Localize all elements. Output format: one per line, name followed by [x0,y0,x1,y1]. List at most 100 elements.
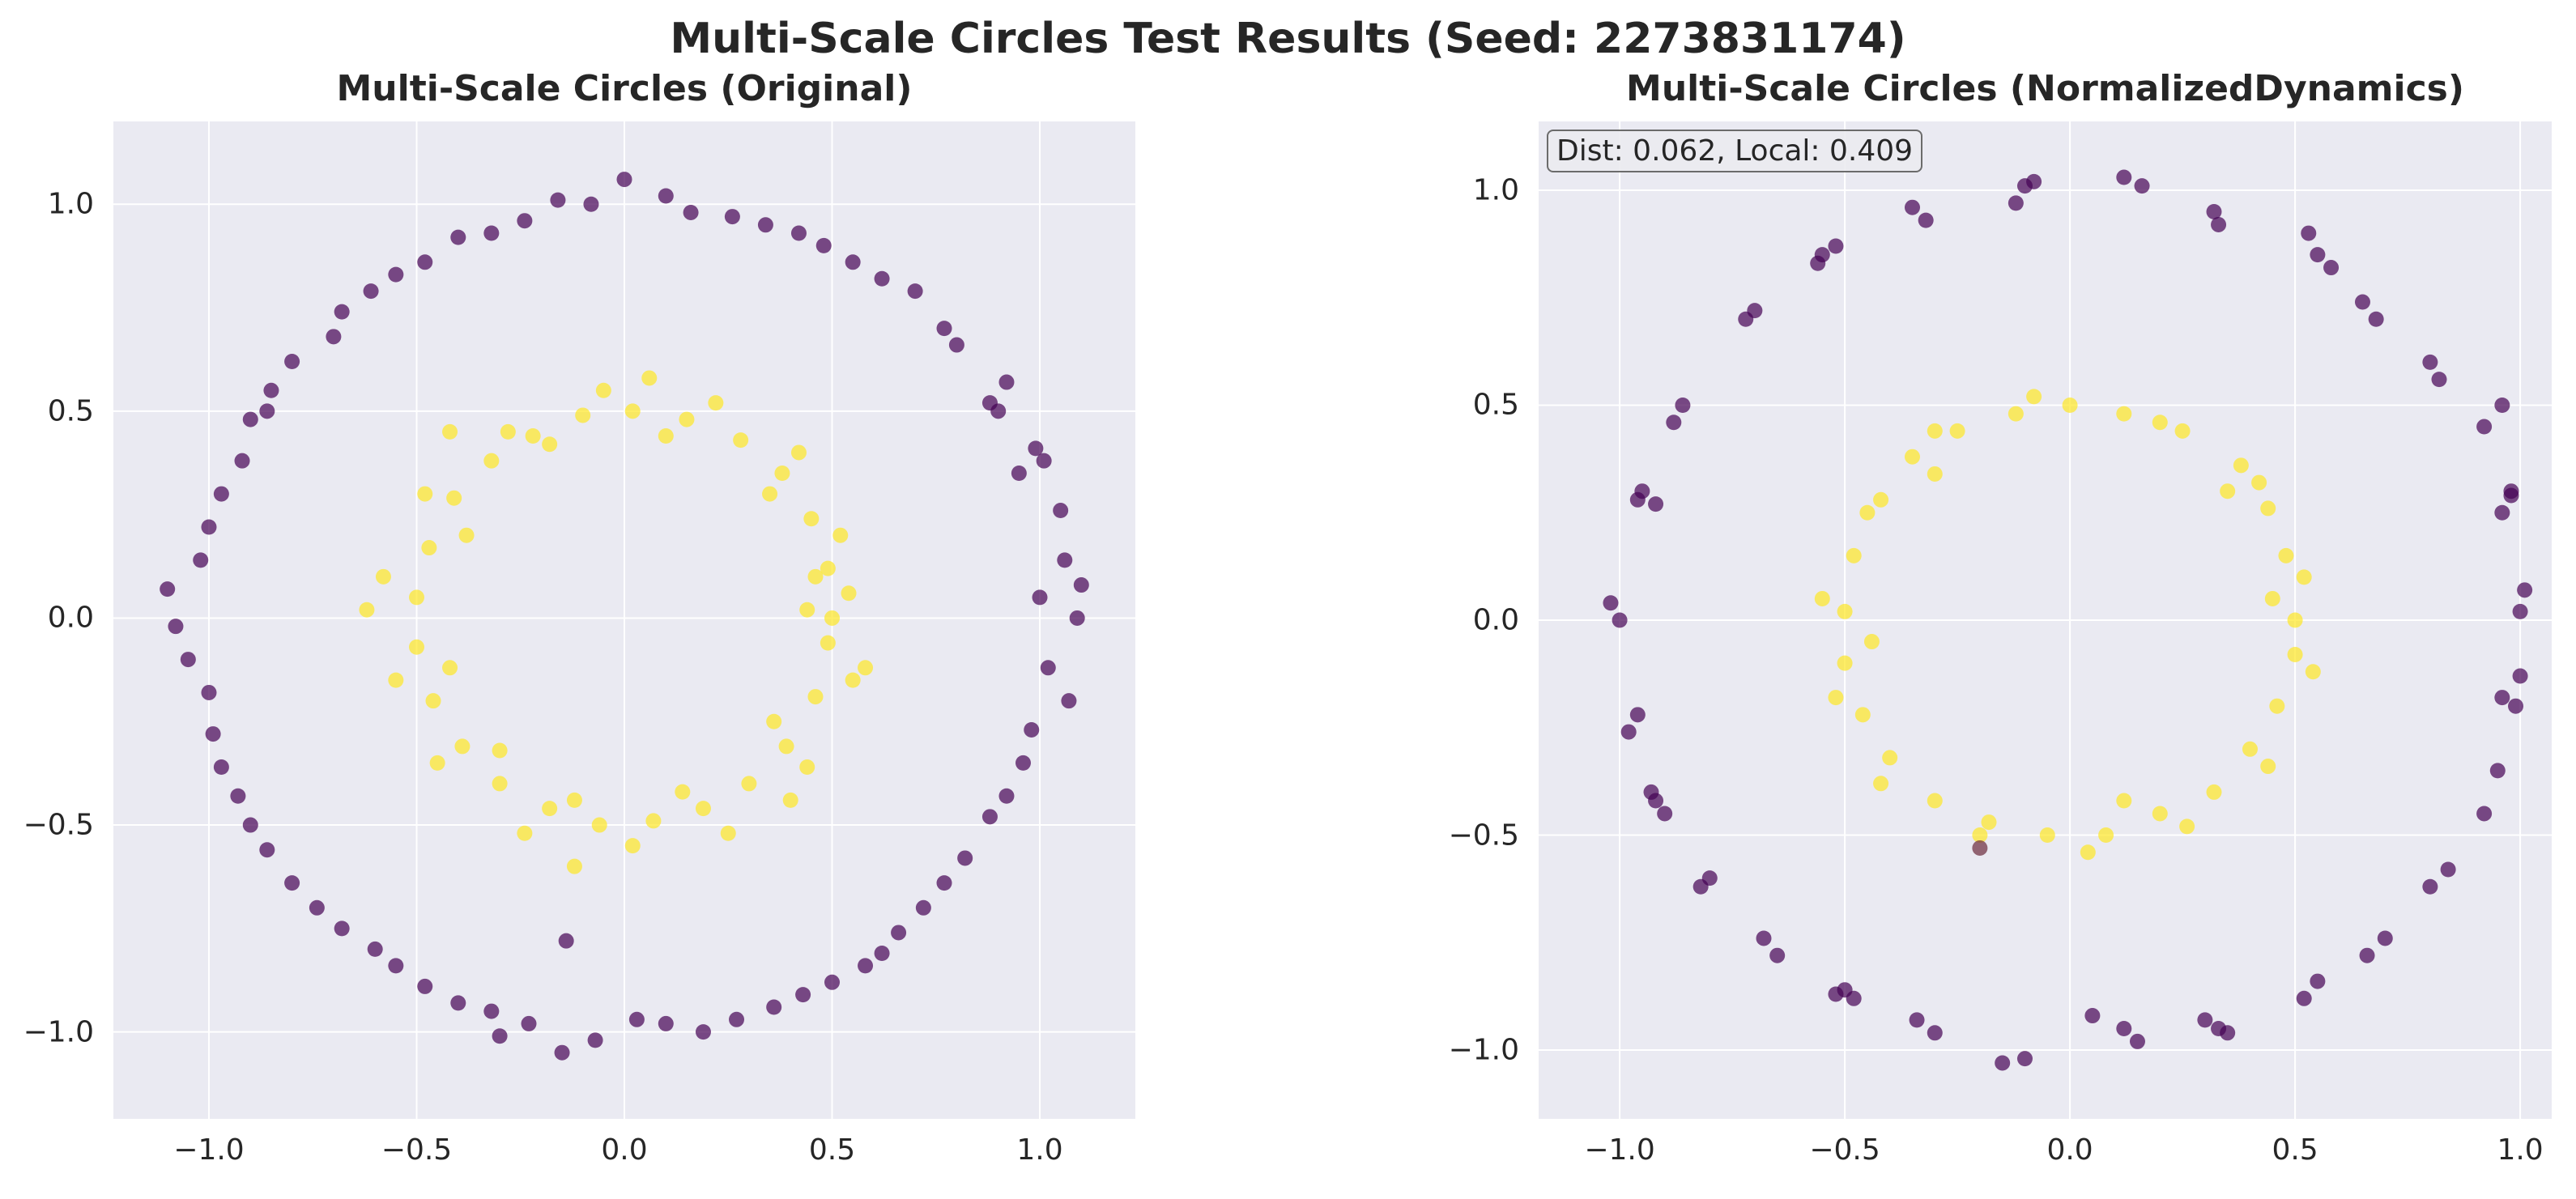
right-point-s0-35 [1701,870,1718,886]
left-point-s0-37 [1040,660,1056,676]
right-point-s0-64 [1648,793,1664,809]
right-point-s1-2 [2260,500,2276,517]
left-point-s1-55 [442,423,458,440]
left-point-s1-44 [458,527,475,543]
right-point-s1-7 [2008,406,2024,422]
right-point-s0-11 [2301,225,2317,241]
left-point-s1-25 [841,585,857,602]
left-point-s0-13 [388,266,404,283]
left-x-tick-label-0: −1.0 [173,1133,245,1167]
right-point-s1-15 [1882,750,1898,766]
right-point-s1-30 [1859,504,1876,521]
right-point-s0-66 [2211,1020,2227,1036]
right-point-s1-43 [2116,793,2132,809]
right-x-tick-label-2: 0.0 [2046,1133,2093,1167]
left-point-s0-68 [766,999,782,1015]
right-point-s0-37 [1769,947,1786,963]
right-point-s0-49 [2296,990,2312,1006]
right-point-s0-57 [2508,698,2524,714]
left-point-s1-6 [624,403,641,419]
left-point-s0-30 [729,1011,745,1027]
left-point-s0-19 [168,619,184,635]
right-x-tick-label-0: −1.0 [1584,1133,1655,1167]
left-point-s0-61 [417,254,433,270]
left-point-s1-48 [675,784,691,800]
right-point-s1-36 [2179,818,2195,835]
left-y-tick-label-2: 0.0 [47,601,94,635]
left-point-s1-56 [782,792,798,808]
right-point-s1-37 [2260,759,2276,775]
right-point-s0-14 [2134,178,2150,194]
figure-suptitle: Multi-Scale Circles Test Results (Seed: … [670,15,1906,63]
left-point-s0-26 [450,995,466,1011]
right-point-s0-33 [1657,806,1673,822]
left-point-s0-5 [907,283,923,300]
left-point-s1-17 [542,801,558,817]
left-point-s0-17 [213,486,229,502]
right-point-s0-61 [2026,173,2042,189]
left-point-s0-62 [234,453,250,469]
right-point-s0-50 [2310,973,2326,989]
right-point-s0-20 [1828,238,1844,254]
right-point-s0-12 [2211,216,2227,232]
left-point-s0-70 [981,809,998,825]
left-point-s0-81 [558,933,574,949]
right-point-s1-31 [1814,590,1830,606]
right-x-tick-label-3: 0.5 [2272,1133,2318,1167]
right-point-s1-6 [2062,397,2078,413]
left-point-s0-16 [242,411,258,427]
left-point-s1-35 [517,825,533,841]
left-point-s1-51 [858,660,874,676]
left-point-s1-7 [575,407,591,423]
left-point-s0-60 [550,192,566,208]
left-point-s1-33 [388,672,404,688]
left-point-s0-46 [263,382,279,398]
left-point-s1-4 [733,432,749,449]
right-point-s0-42 [2016,1051,2033,1067]
right-point-s0-29 [1612,612,1628,628]
left-point-s1-24 [820,635,836,651]
left-point-s0-44 [483,225,500,241]
right-point-s0-6 [2431,372,2447,388]
left-point-s0-15 [284,353,300,369]
left-point-s1-15 [454,738,470,755]
left-point-s0-66 [483,1003,500,1019]
left-x-tick-label-4: 1.0 [1016,1133,1063,1167]
right-plot-title: Multi-Scale Circles (NormalizedDynamics) [1626,68,2464,109]
left-point-s0-63 [160,581,176,597]
right-point-s0-1 [2512,603,2528,619]
left-point-s1-12 [408,589,424,606]
right-point-s0-7 [2422,354,2438,370]
right-point-s0-8 [2368,311,2384,327]
right-point-s1-12 [1837,603,1853,619]
left-point-s1-26 [832,527,849,543]
left-point-s0-4 [936,321,952,337]
left-point-s1-29 [595,382,611,398]
left-point-s0-42 [757,217,773,233]
right-point-s0-0 [2517,582,2533,598]
left-point-s0-41 [874,270,890,287]
right-plot-area: Dist: 0.062, Local: 0.409 [1539,121,2552,1119]
left-point-s0-3 [998,374,1015,390]
right-point-s1-34 [1972,827,1988,844]
right-point-s1-20 [2152,806,2168,822]
left-point-s0-8 [724,209,740,225]
right-point-s1-19 [2098,827,2114,844]
left-point-s1-42 [658,428,674,444]
left-point-s1-54 [641,370,658,386]
left-plot-title: Multi-Scale Circles (Original) [336,68,913,109]
left-point-s1-49 [766,713,782,729]
right-point-s0-43 [1995,1055,2011,1071]
right-point-s1-26 [2251,474,2267,491]
right-point-s1-10 [1873,491,1889,508]
right-point-s1-38 [2305,664,2321,680]
left-point-s0-71 [1061,693,1077,709]
right-point-s1-17 [1981,814,1997,831]
right-point-s0-54 [2440,861,2456,878]
right-point-s0-23 [1738,311,1754,327]
right-point-s0-55 [2476,806,2493,822]
right-point-s0-30 [1620,724,1637,740]
right-point-s0-67 [2494,690,2510,706]
left-point-s1-45 [442,660,458,676]
right-point-s1-33 [1873,776,1889,792]
